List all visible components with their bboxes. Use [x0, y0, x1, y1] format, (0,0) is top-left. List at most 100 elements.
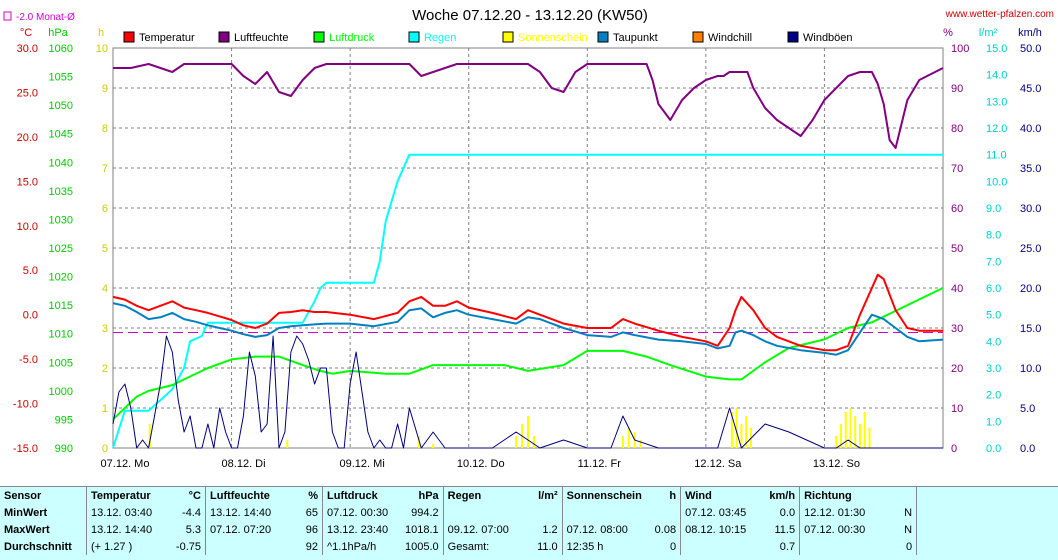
axis-tick-wind: 50.0 [1020, 43, 1041, 55]
axis-tick-temp: 30.0 [17, 43, 38, 55]
sun-unit: h [669, 489, 677, 502]
summary-cell-rain-t: 09.12. 07:00 [442, 521, 522, 538]
summary-cell-wind-t [680, 538, 758, 555]
x-tick-label: 09.12. Mi [340, 458, 385, 470]
sunshine-bar [730, 412, 733, 448]
summary-spacer [916, 487, 1056, 504]
summary-cell-wind-v: 11.5 [774, 523, 796, 536]
summary-cell-hum-t: 13.12. 14:40 [205, 504, 284, 521]
axis-unit-rain: l/m² [979, 27, 998, 39]
sunshine-bar [745, 416, 748, 448]
axis-unit-sun: h [98, 27, 104, 39]
x-tick-label: 12.12. Sa [694, 458, 742, 470]
hum-header: Luftfeuchte [205, 487, 284, 504]
summary-cell-wind-t: 08.12. 10:15 [680, 521, 758, 538]
axis-tick-sun: 8 [102, 123, 108, 135]
summary-cell-press-t: 07.12. 00:30 [322, 504, 401, 521]
summary-cell-hum-v: 92 [305, 540, 318, 553]
axis-tick-sun: 1 [102, 403, 108, 415]
summary-spacer [916, 504, 1056, 521]
sunshine-bar [148, 424, 151, 448]
legend-label: Windchill [708, 32, 752, 44]
axis-tick-temp: 0.0 [23, 310, 38, 322]
summary-cell-dir-v: N [904, 523, 913, 536]
dir-header: Richtung [799, 487, 885, 504]
sunshine-bar [854, 416, 857, 448]
rain-unit: l/m² [538, 489, 558, 502]
sunshine-bar [835, 436, 838, 448]
sunshine-bar [735, 408, 738, 448]
summary-cell-dir-t: 07.12. 00:30 [799, 521, 885, 538]
legend-label: Sonnenschein [518, 32, 588, 44]
weather-chart-svg: Woche 07.12.20 - 13.12.20 (KW50) www.wett… [3, 7, 1054, 470]
summary-cell-dir-t [799, 538, 885, 555]
summary-cell-label: MaxWert [4, 523, 50, 536]
press-header: Luftdruck [322, 487, 401, 504]
axis-tick-temp: -10.0 [13, 399, 38, 411]
summary-cell-sun-t [561, 504, 651, 521]
axis-tick-pressure: 1020 [49, 272, 73, 284]
summary-cell-temp-t: 13.12. 03:40 [86, 504, 165, 521]
sunshine-bar [840, 424, 843, 448]
summary-cell-sun-v: 0 [669, 540, 677, 553]
axis-tick-humidity: 70 [951, 163, 963, 175]
summary-cell-hum-v: 96 [305, 523, 318, 536]
legend-swatch [787, 31, 799, 43]
sunshine-bar [621, 436, 624, 448]
axis-tick-rain: 0.0 [986, 443, 1001, 455]
summary-table: Sensor Temperatur °C Luftfeuchte % Luftd… [0, 486, 1058, 560]
axis-tick-pressure: 1000 [49, 386, 73, 398]
axis-tick-pressure: 1030 [49, 214, 73, 226]
axis-tick-temp: 20.0 [17, 132, 38, 144]
rain-header: Regen [442, 487, 522, 504]
summary-cell-rain-v: 1.2 [542, 523, 558, 536]
series-line-luftdruck [112, 287, 944, 421]
sunshine-bar [844, 412, 847, 448]
axis-tick-pressure: 995 [55, 414, 73, 426]
summary-cell-sun-v [651, 504, 681, 521]
sunshine-bar [515, 436, 518, 448]
axis-tick-sun: 6 [102, 203, 108, 215]
sensor-header: Sensor [4, 489, 42, 502]
sunshine-bar [417, 436, 420, 448]
axis-tick-rain: 10.0 [986, 176, 1007, 188]
legend-swatch [313, 31, 325, 43]
legend-swatch [408, 31, 420, 43]
axis-tick-wind: 15.0 [1020, 323, 1041, 335]
axis-tick-pressure: 990 [55, 443, 73, 455]
axis-tick-sun: 10 [96, 43, 108, 55]
sunshine-bar [627, 428, 630, 448]
axis-tick-wind: 40.0 [1020, 123, 1041, 135]
axis-tick-rain: 13.0 [986, 96, 1007, 108]
axis-tick-pressure: 1025 [49, 243, 73, 255]
summary-row: MaxWert 13.12. 14:40 5.3 07.12. 07:20 96 13.1… [0, 521, 1056, 538]
summary-cell-dir-t: 12.12. 01:30 [799, 504, 885, 521]
axis-unit-pressure: hPa [48, 27, 68, 39]
series-line-windböen [112, 335, 943, 449]
summary-grid: Sensor Temperatur °C Luftfeuchte % Luftd… [0, 487, 1056, 555]
axis-tick-temp: -15.0 [13, 443, 38, 455]
axis-tick-rain: 1.0 [986, 416, 1001, 428]
axis-tick-wind: 25.0 [1020, 243, 1041, 255]
axis-unit-humidity: % [943, 27, 953, 39]
axis-tick-rain: 3.0 [986, 363, 1001, 375]
axis-tick-sun: 0 [102, 443, 108, 455]
summary-cell-temp-v: -4.4 [182, 506, 201, 519]
summary-cell-press-t: ^1.1hPa/h [322, 538, 401, 555]
axis-tick-pressure: 1050 [49, 100, 73, 112]
weather-chart: Woche 07.12.20 - 13.12.20 (KW50) www.wett… [3, 7, 1054, 470]
axis-tick-humidity: 50 [951, 243, 963, 255]
summary-header-row: Sensor Temperatur °C Luftfeuchte % Luftd… [0, 487, 1056, 504]
sunshine-bar [532, 436, 535, 448]
summary-cell-temp-t: 13.12. 14:40 [86, 521, 165, 538]
summary-cell-press-v: 1018.1 [405, 523, 439, 536]
axis-tick-wind: 0.0 [1020, 443, 1035, 455]
axis-tick-humidity: 20 [951, 363, 963, 375]
summary-spacer [916, 538, 1056, 555]
axis-tick-humidity: 90 [951, 83, 963, 95]
sun-header: Sonnenschein [561, 487, 651, 504]
sunshine-bar [740, 424, 743, 448]
temp-unit: °C [188, 489, 201, 502]
summary-row: MinWert 13.12. 03:40 -4.4 13.12. 14:40 65 07.… [0, 504, 1056, 521]
summary-cell-label: Durchschnitt [4, 540, 72, 553]
